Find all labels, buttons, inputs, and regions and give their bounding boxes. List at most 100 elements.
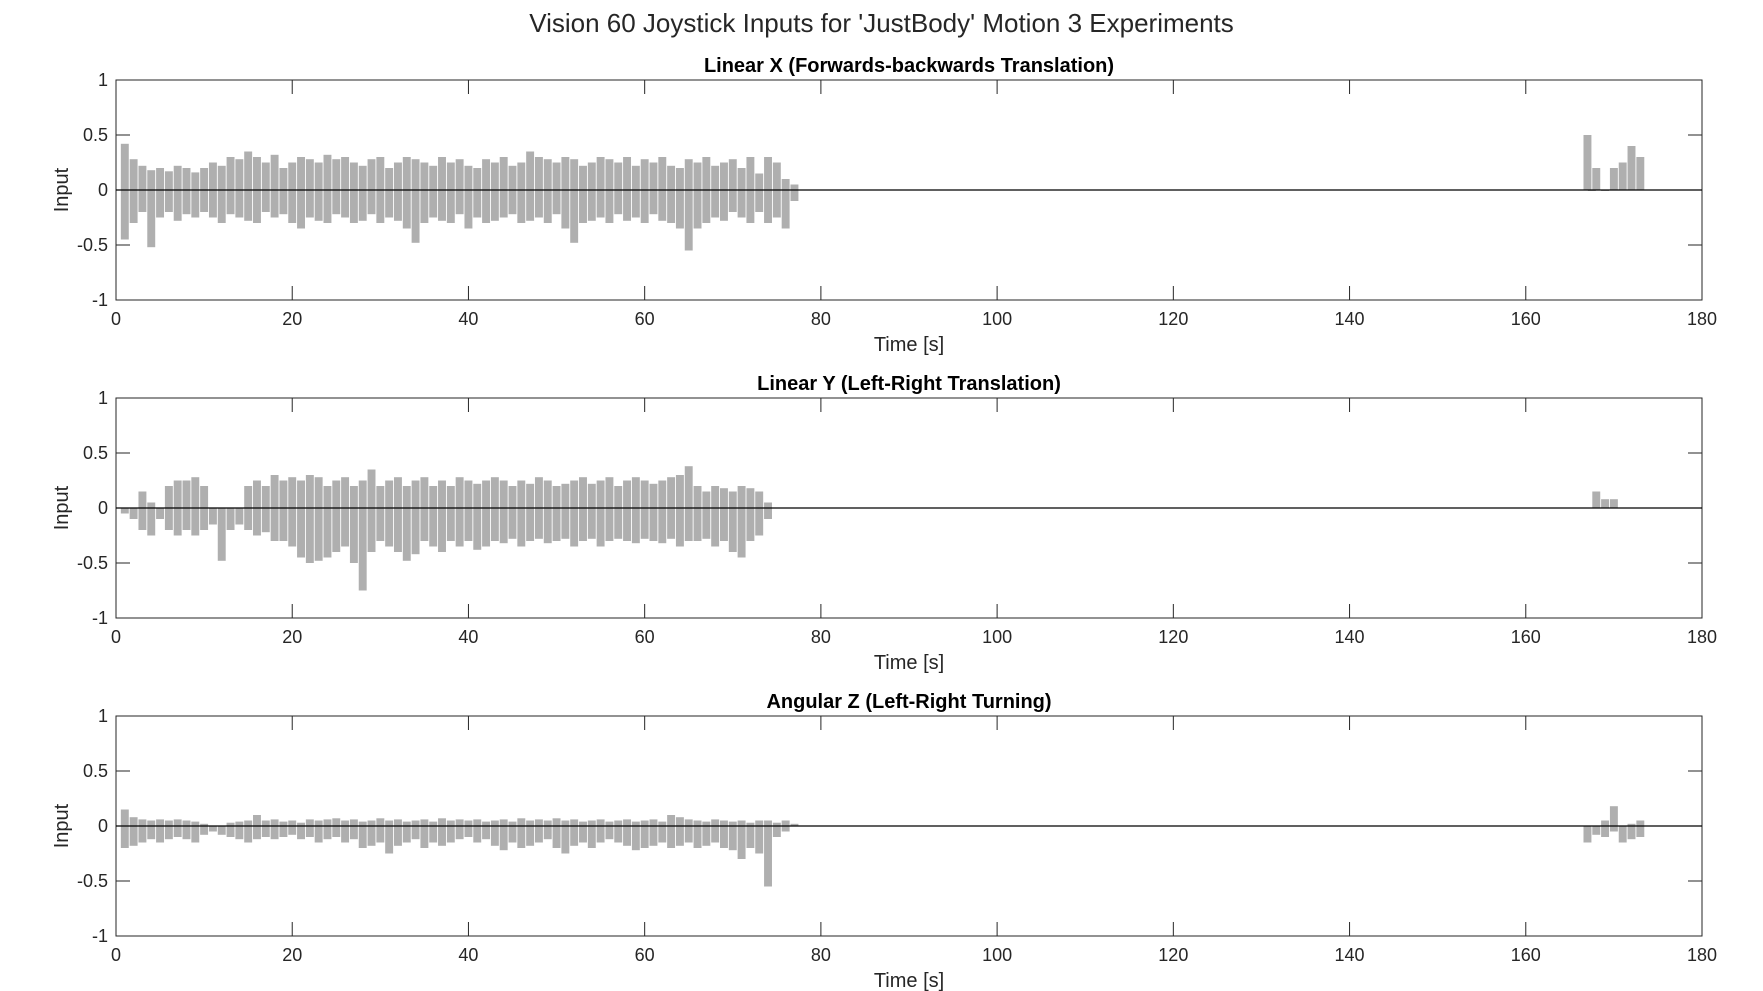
input-spike <box>1618 826 1627 843</box>
input-spike <box>261 162 270 212</box>
x-tick-label: 80 <box>811 627 831 647</box>
input-spike <box>226 508 235 530</box>
input-spike <box>182 480 191 530</box>
input-spike <box>226 822 235 837</box>
input-spike <box>182 820 191 840</box>
input-spike <box>253 815 261 840</box>
input-spike <box>358 821 367 848</box>
input-spike <box>755 173 764 212</box>
input-spike <box>649 162 658 215</box>
input-spike <box>499 157 508 218</box>
y-axis-label: Input <box>51 167 73 212</box>
input-spike <box>552 162 561 215</box>
input-spike <box>182 168 191 215</box>
input-spike <box>570 819 579 846</box>
input-spike <box>270 154 279 218</box>
input-spike <box>543 480 552 544</box>
y-tick-label: 1 <box>98 70 108 90</box>
x-tick-label: 100 <box>982 627 1012 647</box>
x-axis-label: Time [s] <box>874 970 944 991</box>
input-spike <box>358 480 367 591</box>
x-tick-label: 40 <box>458 945 478 965</box>
input-spike <box>693 162 702 229</box>
input-spike <box>737 486 746 558</box>
input-spike <box>631 165 640 218</box>
y-tick-label: 0.5 <box>83 443 108 463</box>
input-spike <box>332 159 341 215</box>
input-spike <box>711 165 720 218</box>
y-tick-label: 1 <box>98 706 108 726</box>
input-spike <box>1618 162 1627 190</box>
input-spike <box>490 820 499 846</box>
input-spike <box>147 820 156 840</box>
input-spike <box>120 143 129 240</box>
x-tick-label: 60 <box>635 309 655 329</box>
input-spike <box>587 820 596 848</box>
input-spike <box>226 157 235 215</box>
input-spike <box>534 819 543 843</box>
input-spike <box>1609 806 1618 832</box>
input-spike <box>561 820 570 854</box>
input-spike <box>1636 820 1645 837</box>
input-spike <box>596 480 605 547</box>
input-spike <box>156 508 165 519</box>
input-spike <box>297 157 305 229</box>
input-spike <box>1592 491 1601 508</box>
x-tick-label: 20 <box>282 945 302 965</box>
input-spike <box>156 168 165 218</box>
x-tick-label: 140 <box>1335 309 1365 329</box>
y-tick-label: 0.5 <box>83 761 108 781</box>
input-spike <box>579 477 587 541</box>
input-spike <box>191 172 200 218</box>
input-spike <box>349 819 358 840</box>
input-spike <box>200 823 209 835</box>
input-spike <box>517 162 526 223</box>
input-spike <box>675 168 684 229</box>
input-spike <box>499 819 508 851</box>
input-spike <box>508 486 517 539</box>
input-spike <box>605 821 614 840</box>
input-spike <box>526 151 535 221</box>
input-spike <box>464 480 473 541</box>
input-spike <box>517 480 526 547</box>
input-spike <box>614 820 623 843</box>
input-spike <box>191 821 200 843</box>
x-axis-label: Time [s] <box>874 652 944 674</box>
x-tick-label: 0 <box>111 627 121 647</box>
input-spike <box>305 159 314 218</box>
input-spike <box>490 477 499 541</box>
input-spike <box>772 822 781 837</box>
y-tick-label: -1 <box>92 608 108 628</box>
input-spike <box>358 165 367 221</box>
input-spike <box>314 162 323 221</box>
y-tick-label: 0 <box>98 816 108 836</box>
input-spike <box>755 820 764 854</box>
input-spike <box>138 491 147 530</box>
input-spike <box>385 480 394 547</box>
input-spike <box>1583 826 1592 843</box>
input-spike <box>464 165 473 229</box>
input-spike <box>755 491 764 536</box>
subplot-title: Linear Y (Left-Right Translation) <box>757 373 1061 395</box>
x-tick-label: 80 <box>811 309 831 329</box>
input-spike <box>570 480 579 547</box>
y-tick-label: -0.5 <box>77 235 108 255</box>
input-spike <box>235 821 244 840</box>
input-spike <box>244 151 253 221</box>
input-spike <box>1636 157 1645 190</box>
y-tick-label: 0 <box>98 498 108 518</box>
x-tick-label: 0 <box>111 945 121 965</box>
input-spike <box>217 826 226 835</box>
input-spike <box>737 168 746 218</box>
y-tick-label: -0.5 <box>77 553 108 573</box>
x-tick-label: 140 <box>1335 627 1365 647</box>
input-spike <box>385 820 394 854</box>
x-tick-label: 160 <box>1511 309 1541 329</box>
input-spike <box>1609 168 1618 190</box>
input-spike <box>411 480 420 555</box>
input-spike <box>552 818 561 848</box>
input-spike <box>147 502 156 536</box>
x-tick-label: 60 <box>635 945 655 965</box>
y-tick-label: -0.5 <box>77 871 108 891</box>
input-spike <box>720 162 728 221</box>
